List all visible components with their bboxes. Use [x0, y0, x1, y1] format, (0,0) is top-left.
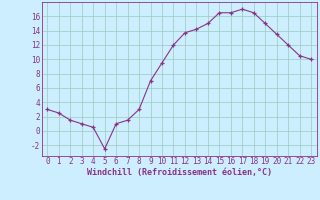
X-axis label: Windchill (Refroidissement éolien,°C): Windchill (Refroidissement éolien,°C) — [87, 168, 272, 177]
